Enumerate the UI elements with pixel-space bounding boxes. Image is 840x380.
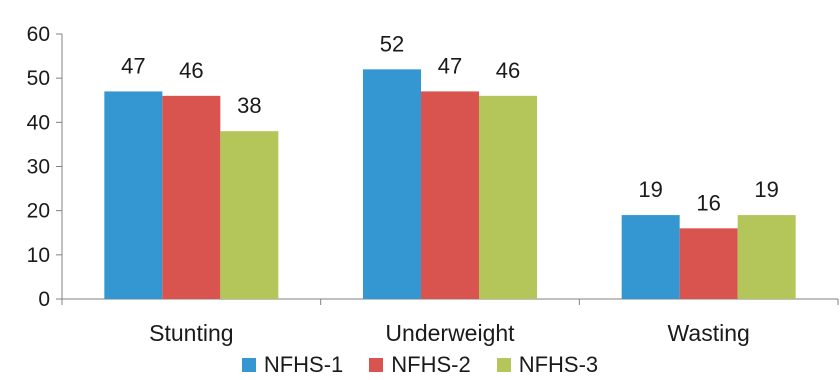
y-tick-label: 10 [27,244,50,267]
legend-label: NFHS-1 [263,352,344,377]
data-label: 19 [638,177,662,202]
x-category-label: Wasting [668,320,750,346]
bar [737,215,796,299]
bar [162,95,221,299]
y-tick-label: 20 [27,200,50,223]
bar [220,131,279,299]
bar [679,228,738,299]
y-tick-label: 50 [27,67,50,90]
x-category-label: Underweight [385,320,515,346]
data-label: 46 [179,58,203,83]
legend-label: NFHS-2 [391,352,471,377]
legend-swatch [241,358,256,372]
legend-swatch [496,358,511,372]
data-labels: 47 46 38 52 47 46 19 16 19 [121,31,779,215]
data-label: 38 [237,93,261,118]
legend: NFHS-1 NFHS-2 NFHS-3 [0,351,840,379]
data-label: 16 [696,190,720,215]
legend-item: NFHS-3 [496,352,599,378]
y-axis: 0 10 20 30 40 50 60 [27,23,63,311]
data-label: 47 [121,53,145,78]
legend-item: NFHS-2 [369,352,471,378]
bars [104,69,796,300]
legend-swatch [369,358,384,372]
legend-label: NFHS-3 [518,352,599,377]
x-category-label: Stunting [149,320,233,346]
y-tick-label: 30 [27,156,50,179]
data-label: 46 [496,58,520,83]
bar [104,91,163,300]
legend-item: NFHS-1 [241,352,344,378]
data-label: 52 [380,31,404,56]
data-label: 19 [754,177,778,202]
bar [363,69,421,299]
x-axis: Stunting Underweight Wasting [61,298,839,346]
data-label: 47 [438,53,462,78]
bar [421,91,479,300]
y-tick-label: 60 [27,23,50,46]
y-tick-label: 0 [38,288,50,311]
y-tick-label: 40 [27,111,50,134]
bar [479,95,537,299]
bar [621,215,680,299]
